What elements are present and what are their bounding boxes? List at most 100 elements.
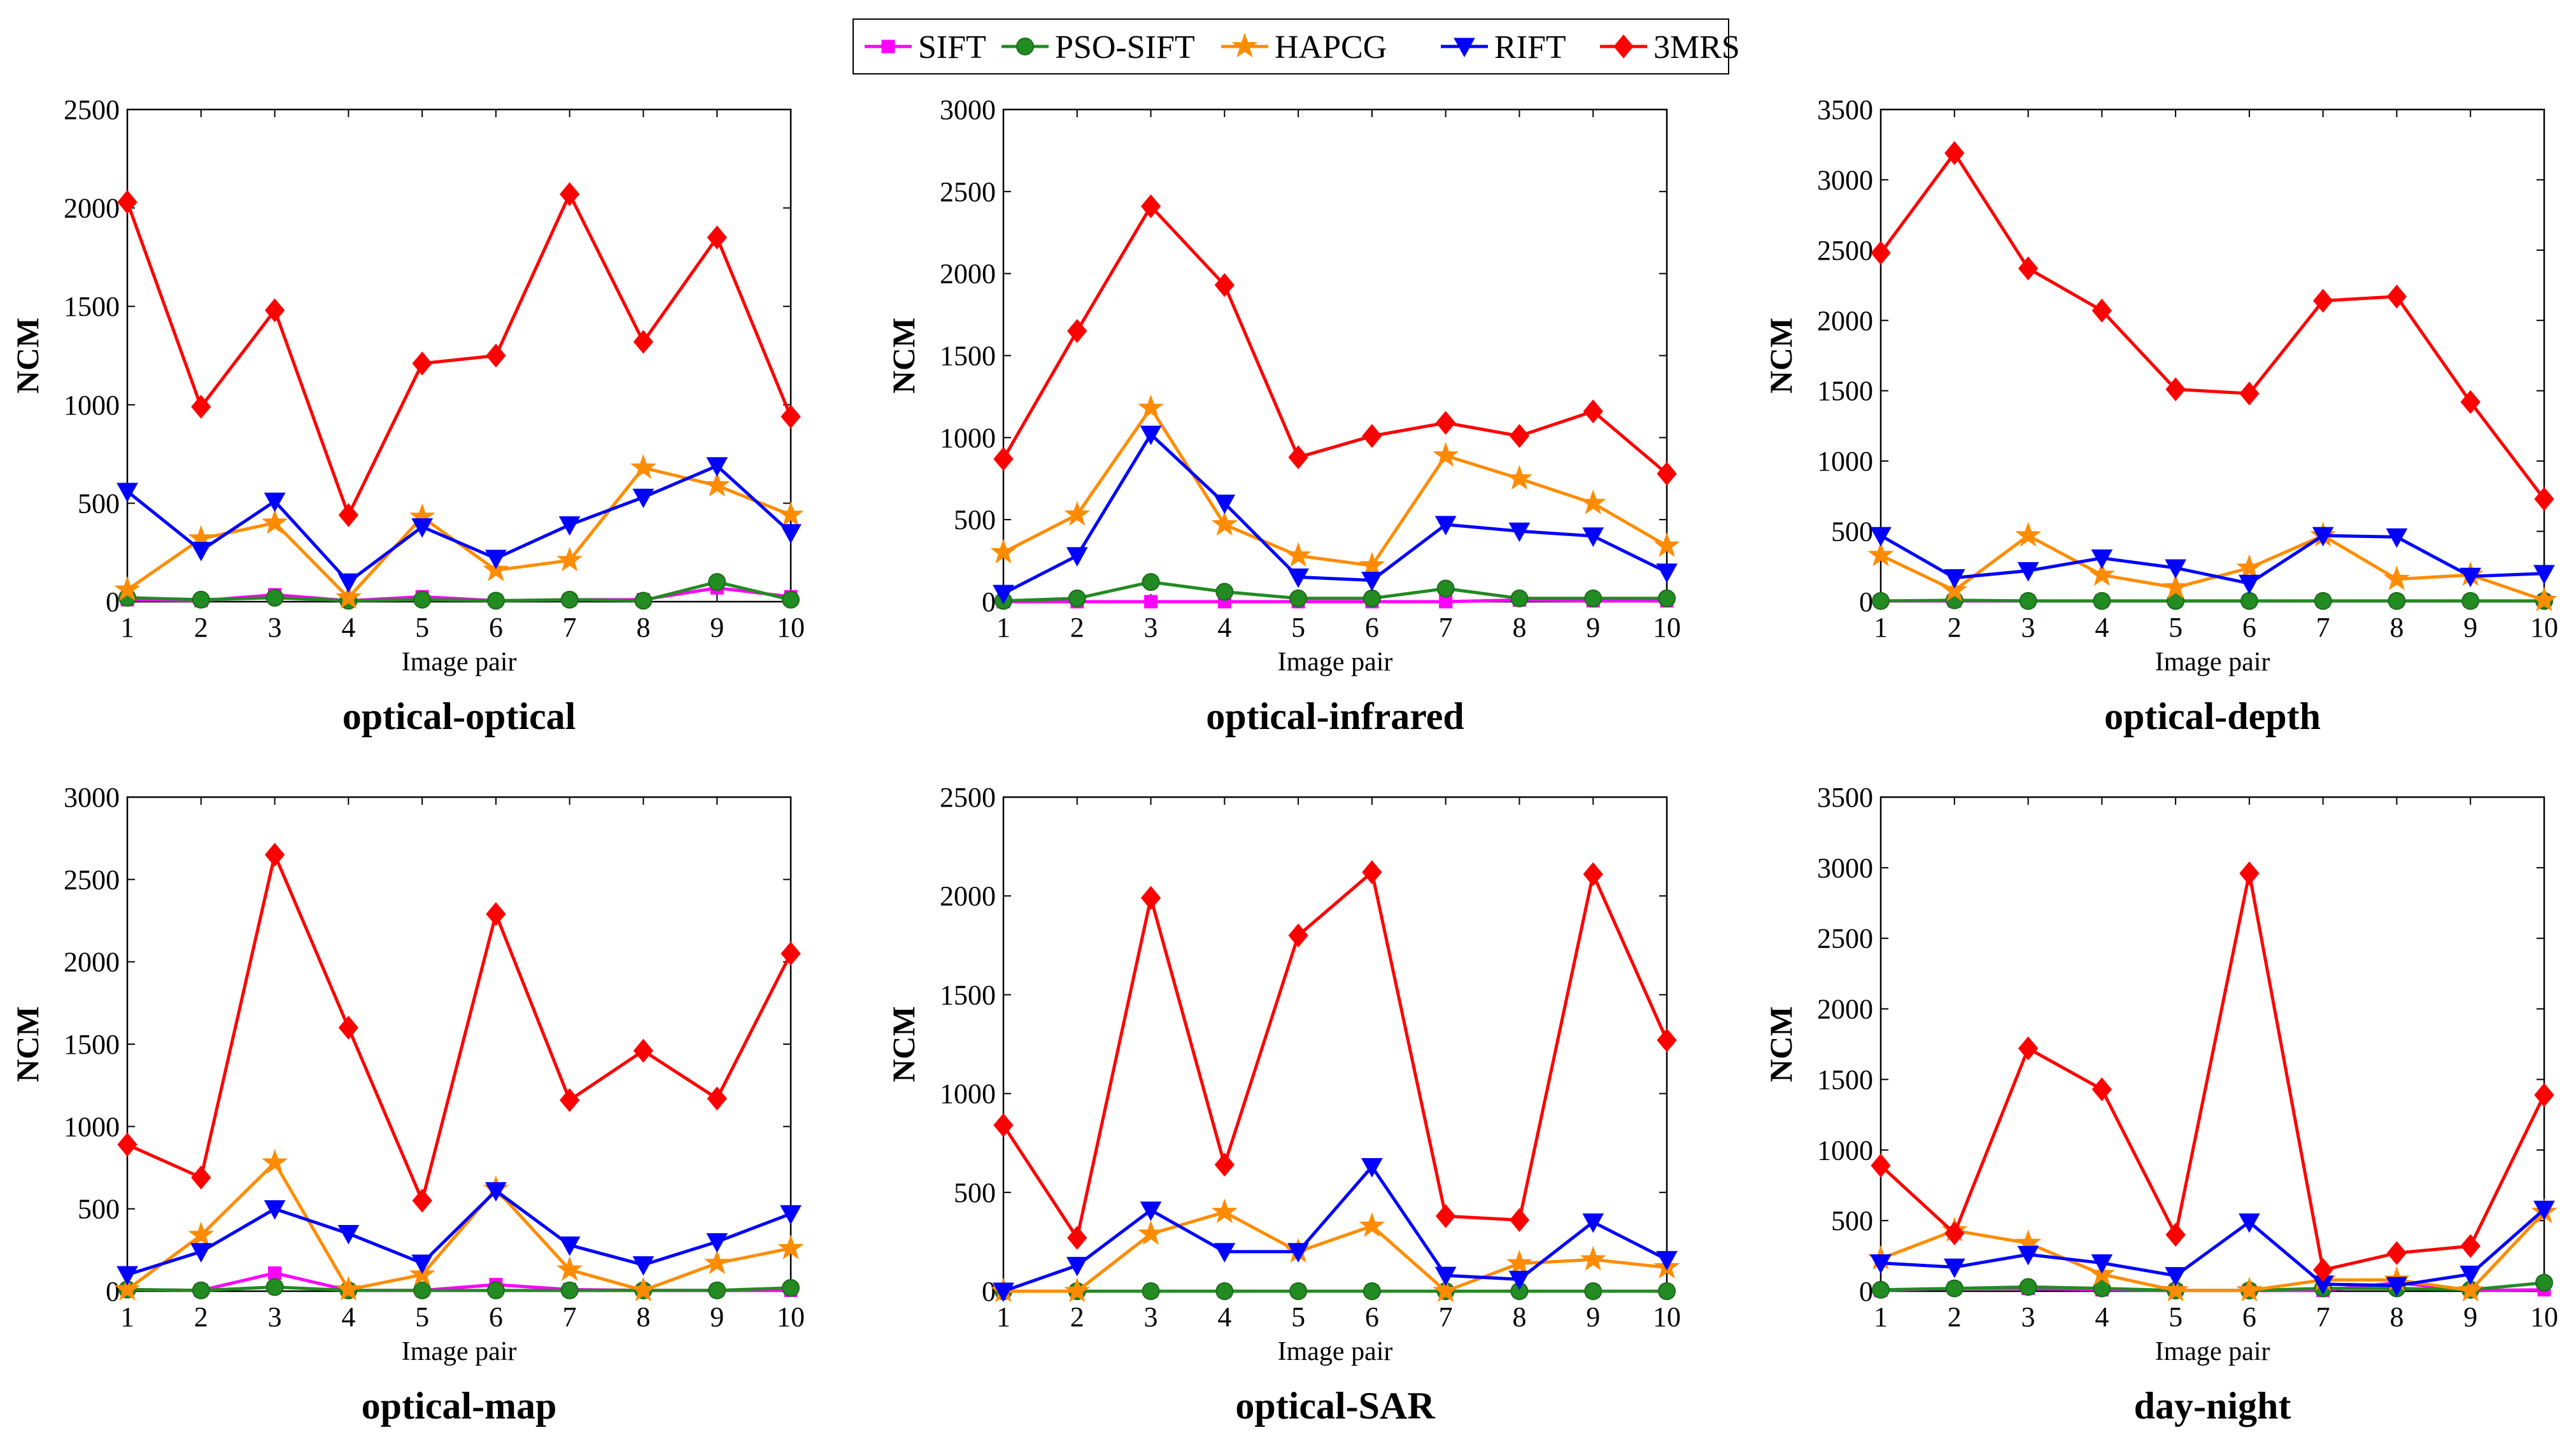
data-point-pso-sift — [560, 1281, 579, 1299]
data-point-hapcg — [2236, 554, 2263, 579]
x-tick-label: 4 — [341, 612, 355, 643]
data-point-pso-sift — [1872, 591, 1890, 610]
y-tick-label: 2500 — [1817, 923, 1873, 954]
data-point-3mrs — [633, 1038, 654, 1063]
data-point-pso-sift — [2019, 1278, 2037, 1296]
x-tick-label: 3 — [1144, 612, 1158, 643]
data-point-pso-sift — [2535, 1273, 2553, 1292]
plot-area — [1879, 796, 2545, 1292]
data-point-pso-sift — [1068, 589, 1086, 607]
x-tick-label: 10 — [1653, 1301, 1681, 1333]
y-tick-label: 1500 — [1817, 376, 1873, 407]
data-point-pso-sift — [265, 1278, 284, 1296]
data-point-pso-sift — [1945, 1279, 1964, 1298]
y-tick-label: 2500 — [64, 94, 120, 125]
data-point-pso-sift — [1510, 589, 1529, 607]
y-tick-label: 2500 — [940, 782, 996, 813]
data-point-hapcg — [1138, 1220, 1164, 1245]
data-point-pso-sift — [782, 590, 800, 609]
data-point-rift — [2459, 1265, 2482, 1285]
data-point-hapcg — [630, 1277, 656, 1302]
data-point-3mrs — [1944, 141, 1965, 166]
data-point-hapcg — [2162, 574, 2189, 599]
data-point-rift — [1361, 1157, 1383, 1178]
data-point-3mrs — [2091, 299, 2112, 323]
series-line-hapcg — [1002, 405, 1668, 567]
series-line-rift — [127, 1188, 791, 1277]
data-point-3mrs — [1214, 273, 1235, 297]
y-tick-label: 500 — [954, 504, 996, 535]
data-point-3mrs — [1140, 194, 1161, 218]
series-rift — [1870, 1200, 2555, 1297]
y-tick-label: 1000 — [64, 1111, 120, 1142]
legend-box — [853, 18, 1729, 74]
data-point-pso-sift — [1584, 1282, 1603, 1300]
x-tick-label: 7 — [1439, 612, 1453, 643]
data-point-3mrs — [781, 404, 801, 429]
y-tick-label: 2000 — [1817, 305, 1873, 336]
data-point-pso-sift — [1436, 579, 1455, 598]
x-tick-label: 8 — [1512, 1301, 1526, 1333]
x-axis-label: Image pair — [1278, 648, 1393, 677]
x-axis-label: Image pair — [2155, 648, 2270, 677]
data-point-rift — [411, 1254, 433, 1275]
data-point-hapcg — [1359, 551, 1385, 577]
data-point-rift — [264, 492, 286, 513]
data-point-3mrs — [2239, 861, 2260, 886]
data-point-rift — [780, 524, 802, 544]
series-line-3mrs — [125, 190, 793, 520]
data-point-pso-sift — [1215, 1282, 1234, 1300]
x-tick-label: 8 — [2389, 612, 2403, 643]
data-point-rift — [2239, 1213, 2260, 1233]
panel-title: optical-map — [362, 1385, 557, 1427]
series-line-pso-sift — [127, 1285, 791, 1292]
data-point-rift — [993, 584, 1014, 605]
data-point-3mrs — [264, 298, 285, 323]
data-point-pso-sift — [413, 1281, 432, 1299]
data-point-rift — [2533, 1200, 2555, 1221]
data-point-rift — [1214, 494, 1236, 514]
data-point-hapcg — [114, 1275, 141, 1301]
data-point-rift — [190, 1243, 212, 1263]
data-point-hapcg — [1506, 465, 1532, 490]
data-point-rift — [1066, 1257, 1088, 1277]
x-tick-label: 3 — [2021, 612, 2035, 643]
data-point-3mrs — [1214, 1152, 1235, 1177]
series-line-hapcg — [1879, 534, 2545, 602]
data-point-rift — [2091, 549, 2113, 569]
data-point-3mrs — [560, 1088, 580, 1112]
x-tick-label: 6 — [489, 612, 503, 643]
panel-day-night: 0 500 1000 1500 2000 2500 3000 3500 1 2 3 4 5 6 7 8 9 10 N… — [1763, 782, 2558, 1427]
x-tick-label: 10 — [1653, 612, 1681, 643]
data-point-rift — [1870, 527, 1892, 547]
x-tick-label: 10 — [777, 1301, 805, 1333]
data-point-3mrs — [1288, 445, 1308, 470]
x-tick-label: 2 — [1070, 1301, 1084, 1333]
series-3mrs — [1871, 861, 2554, 1282]
data-point-rift — [558, 516, 581, 536]
y-tick-label: 0 — [982, 586, 996, 618]
x-tick-label: 5 — [1291, 1301, 1305, 1333]
data-point-3mrs — [2534, 486, 2554, 511]
data-point-pso-sift — [413, 590, 432, 609]
data-point-pso-sift — [2388, 591, 2406, 610]
y-tick-label: 2000 — [940, 258, 996, 290]
data-point-hapcg — [1211, 1198, 1238, 1224]
data-point-3mrs — [2386, 284, 2407, 309]
data-point-3mrs — [338, 1016, 358, 1040]
data-point-rift — [2312, 527, 2334, 547]
data-point-rift — [411, 518, 433, 538]
x-tick-label: 9 — [1586, 1301, 1600, 1333]
data-point-pso-sift — [708, 573, 726, 591]
data-point-hapcg — [335, 584, 362, 609]
x-tick-label: 5 — [2169, 612, 2183, 643]
data-point-hapcg — [704, 472, 730, 497]
x-tick-label: 6 — [1365, 1301, 1379, 1333]
data-point-3mrs — [1362, 860, 1382, 884]
data-point-hapcg — [1506, 1249, 1532, 1275]
series-rift — [117, 1182, 802, 1286]
x-tick-label: 8 — [1512, 612, 1526, 643]
panel-title: optical-depth — [2104, 695, 2321, 737]
data-point-rift — [1582, 1213, 1604, 1233]
data-point-hapcg — [1433, 1277, 1459, 1303]
